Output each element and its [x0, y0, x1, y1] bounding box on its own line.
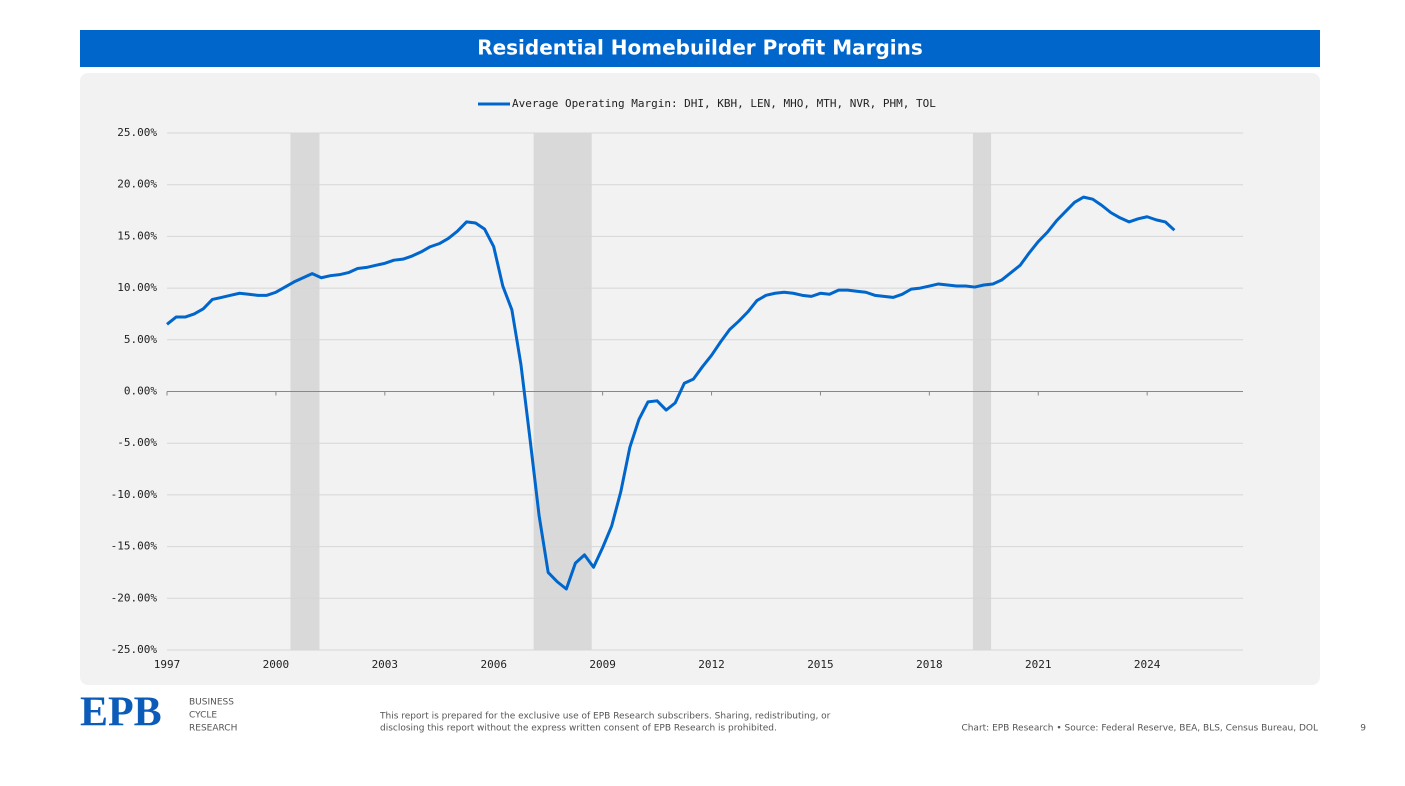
disclaimer: disclosing this report without the expre… — [380, 724, 777, 734]
chart-title: Residential Homebuilder Profit Margins — [477, 36, 923, 60]
x-tick-label: 2006 — [480, 658, 507, 671]
x-tick-label: 2021 — [1025, 658, 1052, 671]
logo-line: CYCLE — [189, 711, 217, 721]
y-tick-label: -25.00% — [111, 643, 158, 656]
chart-panel — [80, 73, 1320, 685]
x-tick-label: 2018 — [916, 658, 943, 671]
logo-line: RESEARCH — [189, 724, 237, 734]
series-line — [166, 195, 1176, 591]
x-tick-label: 2003 — [372, 658, 399, 671]
y-tick-label: -5.00% — [117, 436, 157, 449]
x-tick-label: 2012 — [698, 658, 725, 671]
disclaimer: This report is prepared for the exclusiv… — [379, 712, 831, 722]
y-tick-label: 0.00% — [124, 385, 157, 398]
x-tick-label: 2000 — [263, 658, 290, 671]
y-tick-label: -20.00% — [111, 591, 158, 604]
x-tick-label: 1997 — [154, 658, 181, 671]
y-tick-label: -10.00% — [111, 488, 158, 501]
source: Chart: EPB Research • Source: Federal Re… — [961, 724, 1318, 734]
y-tick-label: 10.00% — [117, 281, 157, 294]
x-tick-label: 2015 — [807, 658, 834, 671]
y-tick-label: 20.00% — [117, 178, 157, 191]
y-tick-label: 25.00% — [117, 126, 157, 139]
y-tick-label: 15.00% — [117, 229, 157, 242]
x-tick-label: 2024 — [1134, 658, 1161, 671]
logo-line: BUSINESS — [189, 698, 234, 708]
y-tick-label: -15.00% — [111, 540, 158, 553]
title-bar — [80, 30, 1320, 67]
page-number: 9 — [1360, 724, 1366, 734]
x-tick-label: 2009 — [589, 658, 616, 671]
legend-label: Average Operating Margin: DHI, KBH, LEN,… — [512, 97, 936, 110]
logo: EPB — [80, 690, 162, 736]
y-tick-label: 5.00% — [124, 333, 157, 346]
